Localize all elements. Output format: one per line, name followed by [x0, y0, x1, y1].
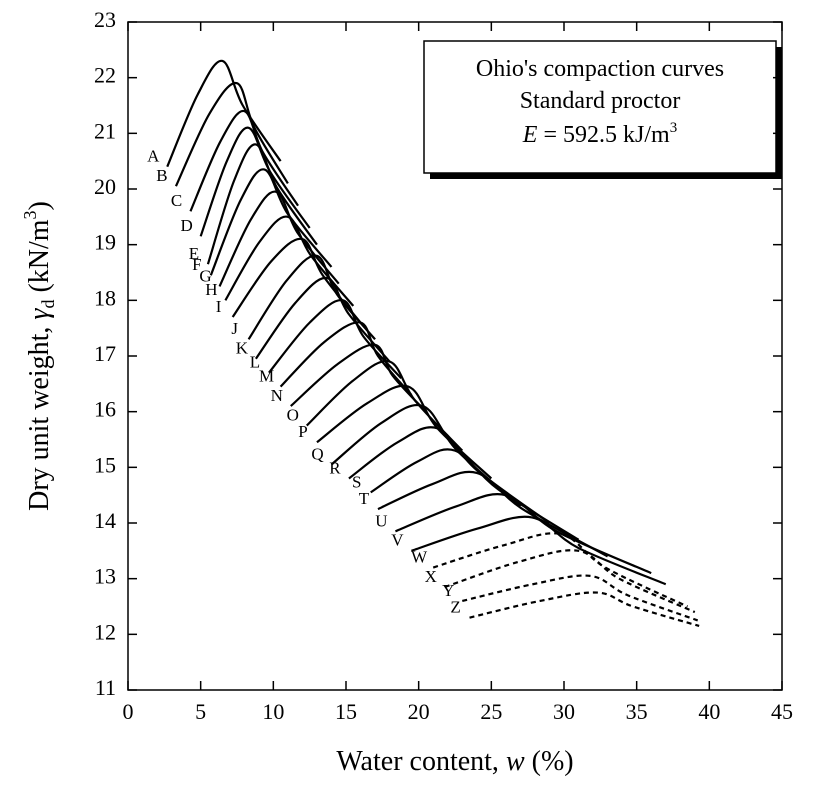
- y-tick-label: 13: [94, 564, 116, 589]
- curve: [377, 470, 609, 558]
- curve-label: A: [147, 147, 160, 166]
- curve: [254, 276, 391, 363]
- curve-label: E: [189, 244, 199, 263]
- curve: [348, 426, 551, 524]
- curve-label: I: [216, 297, 222, 316]
- annotation-energy: E = 592.5 kJ/m3: [522, 120, 677, 148]
- curve-label: D: [181, 216, 193, 235]
- curve: [305, 359, 464, 452]
- curve: [206, 143, 318, 265]
- curve: [174, 82, 289, 187]
- curve-label: B: [156, 166, 167, 185]
- y-tick-label: 17: [94, 341, 116, 366]
- y-tick-label: 14: [94, 508, 116, 533]
- curve-label: W: [411, 547, 428, 566]
- curve-label: M: [259, 367, 274, 386]
- y-tick-label: 22: [94, 63, 116, 88]
- curve: [394, 493, 652, 575]
- curve: [209, 168, 333, 276]
- y-tick-label: 15: [94, 452, 116, 477]
- x-tick-label: 15: [335, 699, 357, 724]
- x-tick-label: 20: [408, 699, 430, 724]
- y-label-sub: d: [38, 300, 58, 309]
- curve: [166, 59, 282, 168]
- curve-label: G: [199, 266, 211, 285]
- curve: [444, 549, 696, 614]
- y-tick-label: 19: [94, 230, 116, 255]
- y-label-sup: 3: [20, 210, 40, 219]
- curve-label: O: [287, 405, 299, 424]
- curve: [432, 532, 689, 608]
- curve-label: U: [375, 511, 387, 530]
- x-tick-label: 40: [698, 699, 720, 724]
- x-tick-label: 5: [195, 699, 206, 724]
- x-tick-label: 10: [262, 699, 284, 724]
- curve-label: N: [271, 386, 283, 405]
- curve: [469, 591, 700, 628]
- curve-label: Q: [311, 444, 323, 463]
- curve-label: K: [236, 339, 249, 358]
- curve: [224, 215, 355, 307]
- curve-label: H: [205, 280, 217, 299]
- curve-label: Y: [442, 581, 454, 600]
- x-tick-label: 0: [123, 699, 134, 724]
- x-tick-label: 25: [480, 699, 502, 724]
- annotation-box: [423, 40, 777, 174]
- annotation-line: Ohio's compaction curves: [476, 56, 724, 82]
- x-tick-label: 45: [771, 699, 793, 724]
- energy-value: = 592.5 kJ/m: [537, 122, 670, 148]
- y-tick-label: 21: [94, 118, 116, 143]
- energy-sup: 3: [670, 120, 678, 136]
- y-label-close: ): [24, 201, 55, 210]
- energy-symbol: E: [522, 122, 538, 148]
- curve-label: Z: [450, 598, 460, 617]
- x-label-var: w: [506, 746, 525, 777]
- annotation-line: Standard proctor: [520, 88, 681, 114]
- x-label-unit: (%): [525, 746, 574, 777]
- y-tick-label: 12: [94, 619, 116, 644]
- y-axis-label: Dry unit weight, γd (kN/m3): [20, 201, 58, 511]
- y-label-text: Dry unit weight,: [24, 320, 55, 511]
- y-tick-label: 16: [94, 397, 116, 422]
- x-tick-label: 30: [553, 699, 575, 724]
- curve: [189, 109, 299, 212]
- curve: [247, 254, 376, 341]
- x-axis-label: Water content, w (%): [336, 746, 573, 777]
- y-tick-label: 18: [94, 285, 116, 310]
- curve-label: P: [298, 422, 307, 441]
- x-label-text: Water content,: [336, 746, 506, 777]
- curve: [231, 237, 362, 324]
- curve-label: F: [192, 255, 201, 274]
- y-tick-label: 20: [94, 174, 116, 199]
- curve-label: S: [352, 472, 361, 491]
- curve: [316, 384, 493, 480]
- curve-label: T: [359, 489, 370, 508]
- y-tick-label: 11: [95, 675, 116, 700]
- curve: [199, 126, 311, 237]
- curve-label: C: [171, 191, 182, 210]
- curve: [411, 515, 667, 586]
- curve-label: R: [329, 458, 341, 477]
- y-tick-label: 23: [94, 7, 116, 32]
- curve-label: V: [391, 531, 404, 550]
- curve-label: X: [425, 567, 437, 586]
- x-tick-label: 35: [626, 699, 648, 724]
- y-label-var: γ: [24, 308, 55, 320]
- curve-label: L: [250, 353, 260, 372]
- curve: [370, 448, 580, 541]
- curve-label: J: [231, 319, 238, 338]
- curve: [462, 574, 699, 622]
- y-label-unit: (kN/m: [24, 219, 55, 299]
